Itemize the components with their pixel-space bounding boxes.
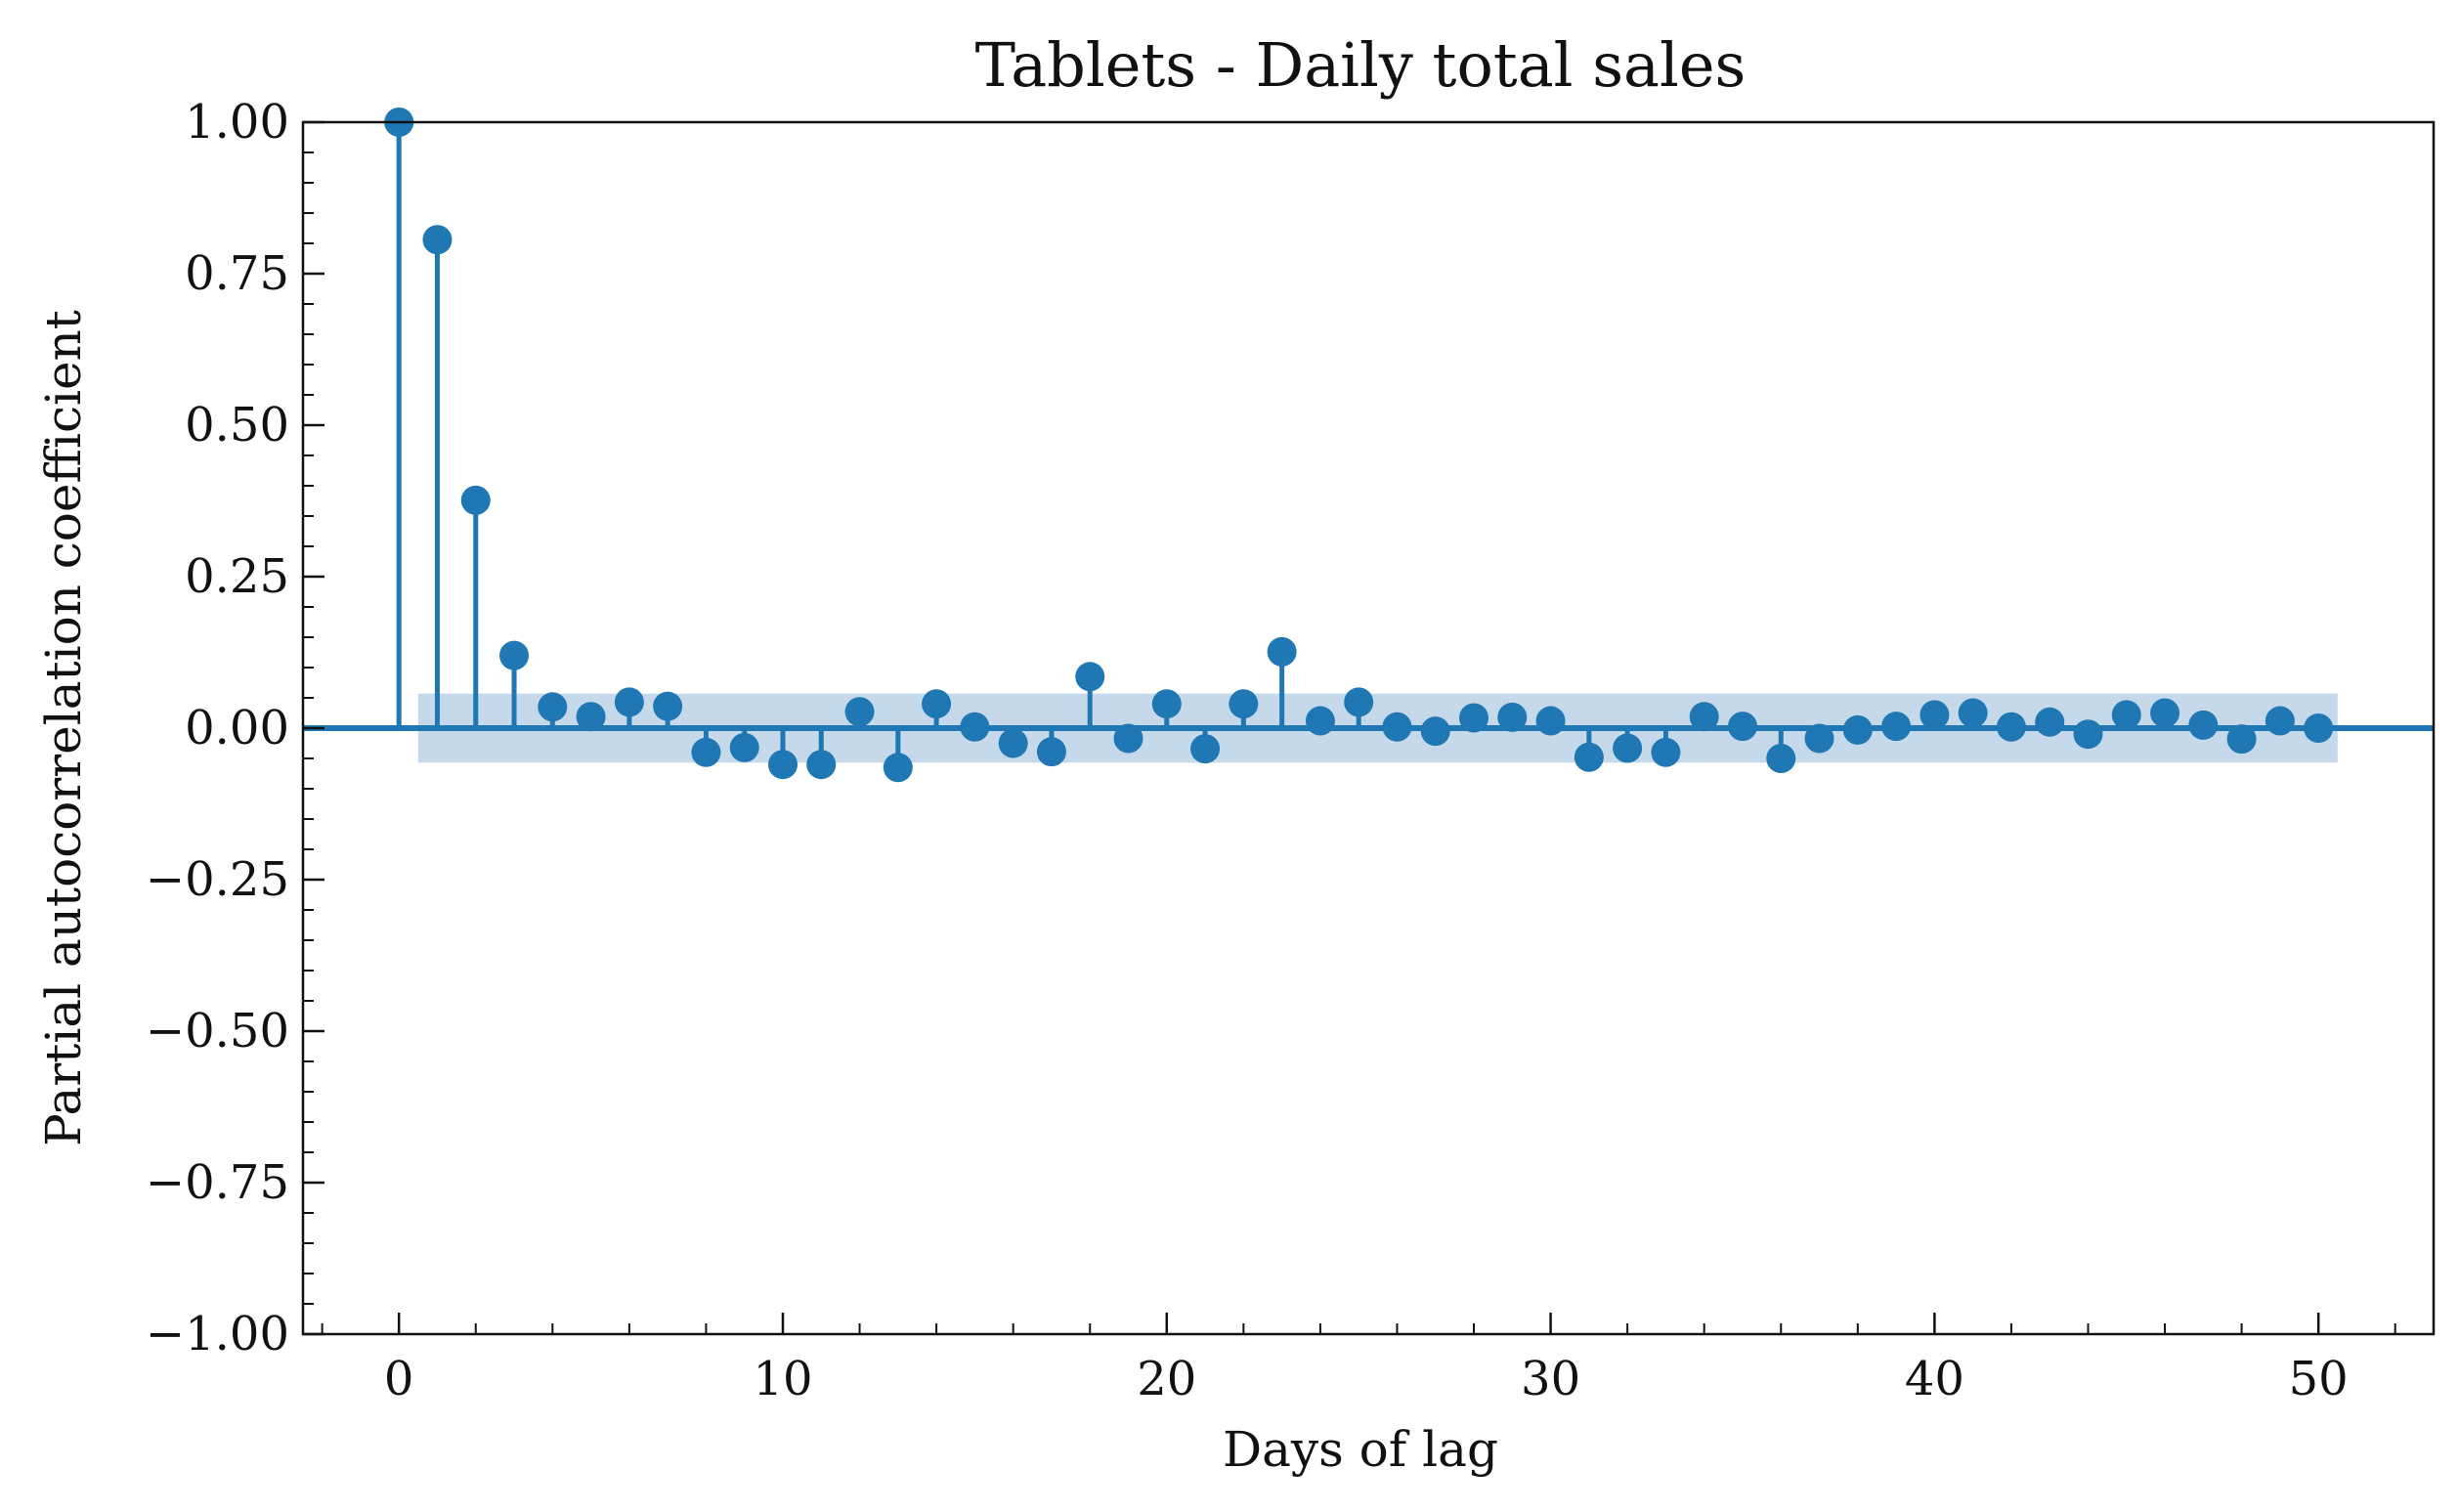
stem-marker-lag-12: [844, 697, 875, 727]
stem-marker-lag-36: [1766, 744, 1796, 773]
stem-marker-lag-22: [1229, 689, 1259, 719]
stem-marker-lag-44: [2073, 719, 2103, 750]
stem-marker-lag-27: [1420, 716, 1450, 747]
stem-marker-lag-2: [460, 485, 491, 515]
stem-marker-lag-21: [1190, 734, 1221, 764]
y-tick-label-5: 0.25: [185, 549, 289, 604]
stem-marker-lag-50: [2304, 713, 2334, 743]
y-tick-label-4: 0.00: [185, 701, 289, 756]
x-tick-label-40: 40: [1905, 1352, 1964, 1406]
y-tick-label-3: −0.25: [146, 852, 289, 907]
stem-marker-lag-1: [422, 225, 453, 255]
x-tick-label-0: 0: [384, 1352, 414, 1406]
stem-marker-lag-23: [1267, 636, 1297, 667]
stem-marker-lag-16: [998, 728, 1028, 758]
stem-marker-lag-28: [1459, 703, 1489, 733]
stem-marker-lag-39: [1881, 712, 1912, 742]
stem-marker-lag-32: [1613, 733, 1643, 763]
stem-marker-lag-47: [2188, 710, 2219, 740]
y-tick-label-8: 1.00: [185, 95, 289, 150]
x-tick-label-10: 10: [753, 1352, 812, 1406]
stem-marker-lag-14: [922, 689, 952, 719]
stem-marker-lag-49: [2265, 706, 2295, 736]
stem-marker-lag-13: [883, 753, 913, 783]
x-tick-label-50: 50: [2289, 1352, 2349, 1406]
stems-layer: [303, 108, 2434, 783]
x-tick-label-20: 20: [1137, 1352, 1196, 1406]
stem-marker-lag-34: [1689, 702, 1719, 732]
stem-marker-lag-10: [767, 750, 798, 780]
stem-marker-lag-19: [1113, 723, 1143, 754]
stem-marker-lag-46: [2150, 698, 2180, 728]
stem-marker-lag-9: [729, 732, 759, 762]
stem-marker-lag-5: [576, 702, 606, 732]
stem-marker-lag-45: [2111, 700, 2141, 730]
stem-marker-lag-20: [1151, 689, 1182, 719]
stem-marker-lag-33: [1651, 737, 1681, 767]
stem-marker-lag-38: [1842, 714, 1873, 745]
stem-marker-lag-4: [538, 692, 568, 722]
y-tick-label-2: −0.50: [146, 1004, 289, 1058]
stem-marker-lag-18: [1075, 662, 1105, 692]
y-tick-label-1: −0.75: [146, 1155, 289, 1210]
y-tick-label-6: 0.50: [185, 398, 289, 453]
stem-marker-lag-37: [1804, 723, 1834, 754]
stem-marker-lag-24: [1305, 706, 1335, 736]
stem-marker-lag-43: [2035, 707, 2065, 737]
chart-title: Tablets - Daily total sales: [975, 29, 1747, 101]
stem-marker-lag-31: [1574, 742, 1604, 772]
stem-marker-lag-26: [1382, 712, 1412, 742]
x-axis-label: Days of lag: [1223, 1421, 1498, 1478]
stem-marker-lag-15: [960, 712, 990, 742]
x-tick-label-30: 30: [1521, 1352, 1580, 1406]
axes-layer: 0 10 20 30 40 50 −1.00 −0.75 −0.50 −0.25 0.00 0.25 0…: [146, 95, 2436, 1406]
stem-marker-lag-17: [1036, 737, 1066, 767]
stem-marker-lag-25: [1344, 687, 1374, 717]
stem-marker-lag-42: [1996, 712, 2026, 742]
stem-marker-lag-29: [1497, 702, 1528, 732]
stem-marker-lag-6: [614, 687, 644, 717]
stem-marker-lag-48: [2226, 724, 2257, 755]
y-tick-label-7: 0.75: [185, 246, 289, 301]
y-tick-label-0: −1.00: [146, 1307, 289, 1361]
stem-marker-lag-40: [1920, 700, 1950, 730]
y-axis-label: Partial autocorrelation coefficient: [35, 310, 92, 1146]
stem-marker-lag-35: [1727, 712, 1757, 742]
stem-marker-lag-30: [1535, 706, 1566, 736]
stem-marker-lag-7: [653, 691, 683, 721]
stem-marker-lag-3: [499, 640, 530, 670]
stem-marker-lag-41: [1958, 698, 1988, 728]
stem-marker-lag-8: [691, 737, 721, 767]
stem-marker-lag-11: [806, 750, 837, 780]
